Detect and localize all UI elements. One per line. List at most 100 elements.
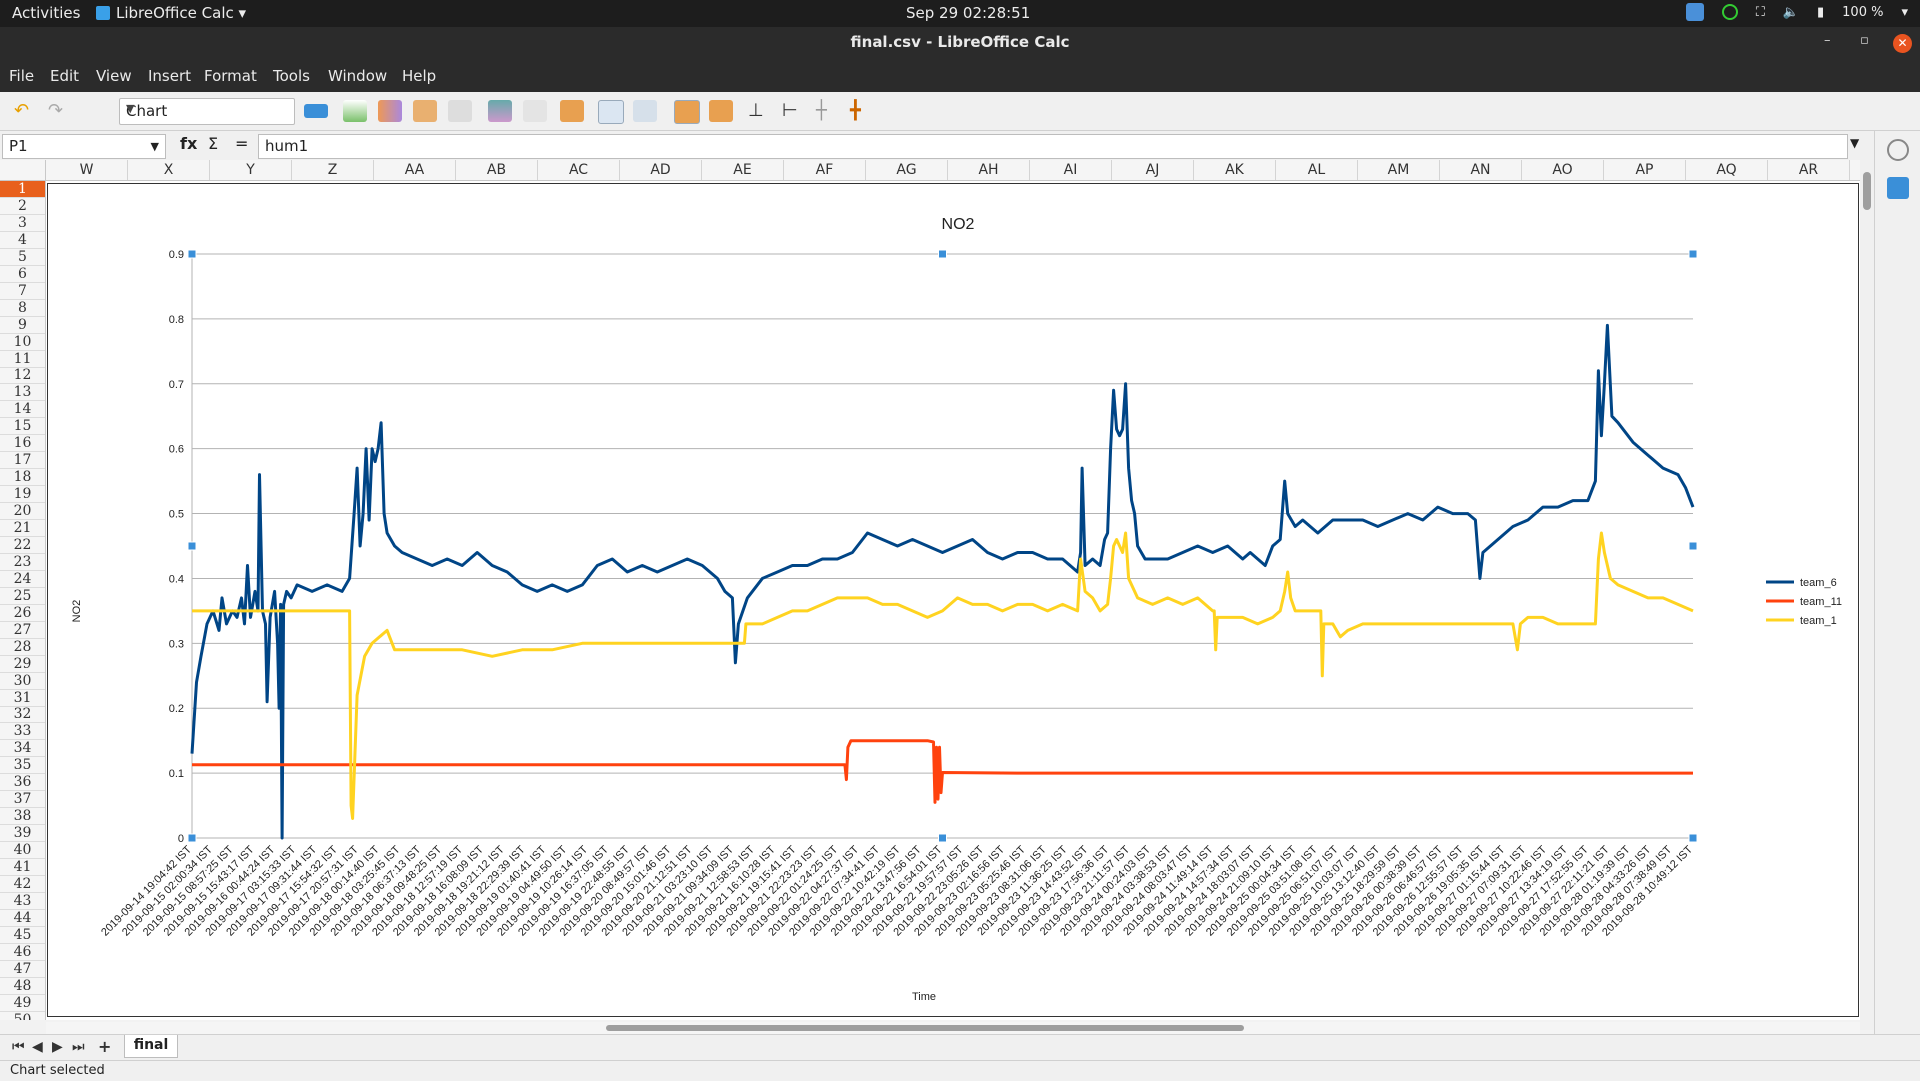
row-header-2[interactable]: 2	[0, 198, 45, 215]
column-header-am[interactable]: AM	[1358, 160, 1440, 180]
menu-tools[interactable]: Tools	[273, 67, 310, 85]
row-header-31[interactable]: 31	[0, 690, 45, 707]
network-icon[interactable]: ⛶	[1755, 4, 1765, 20]
row-header-16[interactable]: 16	[0, 435, 45, 453]
row-header-26[interactable]: 26	[0, 605, 45, 622]
x-axis-icon[interactable]: ⊢	[782, 100, 798, 121]
menu-file[interactable]: File	[9, 67, 35, 85]
update-icon[interactable]	[1685, 3, 1704, 21]
data-ranges-icon[interactable]	[413, 100, 437, 122]
previous-sheet-icon[interactable]: ◀	[32, 1039, 43, 1055]
column-header-y[interactable]: Y	[210, 160, 292, 180]
titles-icon[interactable]	[560, 100, 584, 122]
no2-line-chart[interactable]: NO2 NO2 Time 0 0.1 0.2 0.3 0.4 0.5 0.6 0.7 0.8 0.…	[48, 184, 1858, 1016]
row-header-4[interactable]: 4	[0, 232, 45, 249]
row-header-35[interactable]: 35	[0, 757, 45, 775]
row-header-28[interactable]: 28	[0, 639, 45, 656]
properties-icon[interactable]	[1887, 177, 1909, 199]
row-header-12[interactable]: 12	[0, 367, 45, 385]
row-header-27[interactable]: 27	[0, 622, 45, 639]
select-all-corner[interactable]	[0, 160, 46, 180]
menu-edit[interactable]: Edit	[50, 67, 80, 85]
maximize-button[interactable]: ▫	[1860, 33, 1869, 48]
row-header-30[interactable]: 30	[0, 673, 45, 690]
3d-view-icon[interactable]	[448, 100, 472, 122]
row-header-23[interactable]: 23	[0, 554, 45, 571]
column-header-aq[interactable]: AQ	[1686, 160, 1768, 180]
column-header-ad[interactable]: AD	[620, 160, 702, 180]
row-header-49[interactable]: 49	[0, 995, 45, 1012]
row-header-50[interactable]: 50	[0, 1012, 45, 1020]
menu-format[interactable]: Format	[204, 67, 257, 85]
column-header-aj[interactable]: AJ	[1112, 160, 1194, 180]
selection-handle[interactable]	[938, 249, 947, 259]
row-header-21[interactable]: 21	[0, 520, 45, 537]
menu-view[interactable]: View	[96, 67, 132, 85]
row-header-41[interactable]: 41	[0, 859, 45, 876]
formula-icon[interactable]: =	[235, 134, 249, 153]
chart-element-select[interactable]: Chart ▼	[119, 98, 295, 125]
row-header-15[interactable]: 15	[0, 418, 45, 436]
chart-area-icon[interactable]	[523, 100, 547, 122]
function-wizard-icon[interactable]: fx	[180, 134, 198, 153]
chart-title[interactable]: NO2	[942, 216, 975, 233]
row-header-14[interactable]: 14	[0, 401, 45, 419]
next-sheet-icon[interactable]: ▶	[52, 1039, 63, 1055]
selection-handle[interactable]	[1688, 541, 1698, 551]
volume-icon[interactable]: 🔈	[1782, 4, 1799, 20]
row-header-1[interactable]: 1	[0, 181, 45, 198]
column-header-ar[interactable]: AR	[1768, 160, 1850, 180]
horizontal-scrollbar[interactable]	[46, 1022, 1860, 1034]
column-header-aa[interactable]: AA	[374, 160, 456, 180]
chart-wall-icon[interactable]	[488, 100, 512, 122]
row-header-19[interactable]: 19	[0, 486, 45, 504]
row-header-25[interactable]: 25	[0, 588, 45, 605]
column-header-ac[interactable]: AC	[538, 160, 620, 180]
y-axis-icon[interactable]: ┼	[816, 100, 827, 121]
selection-handle[interactable]	[1688, 249, 1698, 259]
row-header-44[interactable]: 44	[0, 910, 45, 927]
column-header-ah[interactable]: AH	[948, 160, 1030, 180]
column-header-x[interactable]: X	[128, 160, 210, 180]
sum-icon[interactable]: Σ	[208, 134, 219, 153]
axes-icon[interactable]: ⊥	[748, 100, 764, 121]
battery-icon[interactable]: ▮	[1817, 4, 1825, 20]
row-header-46[interactable]: 46	[0, 944, 45, 961]
vertical-scrollbar[interactable]	[1860, 160, 1874, 1030]
app-menu-button[interactable]: LibreOffice Calc ▾	[96, 4, 246, 22]
clock[interactable]: Sep 29 02:28:51	[906, 4, 1031, 22]
row-header-17[interactable]: 17	[0, 452, 45, 470]
row-header-32[interactable]: 32	[0, 706, 45, 724]
chevron-down-icon[interactable]: ▾	[1901, 4, 1908, 20]
row-header-37[interactable]: 37	[0, 791, 45, 809]
selection-handle[interactable]	[1688, 833, 1698, 843]
sheet-grid[interactable]: NO2 NO2 Time 0 0.1 0.2 0.3 0.4 0.5 0.6 0.7 0.8 0.…	[46, 181, 1860, 1020]
minimize-button[interactable]: –	[1824, 33, 1831, 48]
add-sheet-icon[interactable]: +	[98, 1037, 112, 1056]
column-header-al[interactable]: AL	[1276, 160, 1358, 180]
column-header-z[interactable]: Z	[292, 160, 374, 180]
column-header-ao[interactable]: AO	[1522, 160, 1604, 180]
series-line-team-1[interactable]	[192, 531, 1694, 820]
menu-insert[interactable]: Insert	[148, 67, 192, 85]
last-sheet-icon[interactable]: ⏭	[72, 1039, 85, 1055]
row-header-34[interactable]: 34	[0, 740, 45, 758]
row-header-36[interactable]: 36	[0, 774, 45, 792]
column-header-ai[interactable]: AI	[1030, 160, 1112, 180]
row-header-3[interactable]: 3	[0, 215, 45, 232]
text-scale-icon[interactable]	[633, 100, 657, 122]
close-button[interactable]: ✕	[1893, 34, 1912, 53]
horizontal-scroll-thumb[interactable]	[606, 1025, 1244, 1031]
menu-window[interactable]: Window	[328, 67, 388, 85]
undo-icon[interactable]: ↶	[14, 100, 30, 121]
chat-icon[interactable]	[1721, 4, 1738, 20]
column-header-an[interactable]: AN	[1440, 160, 1522, 180]
column-header-ae[interactable]: AE	[702, 160, 784, 180]
row-header-20[interactable]: 20	[0, 503, 45, 521]
column-header-af[interactable]: AF	[784, 160, 866, 180]
selection-handle[interactable]	[187, 541, 197, 551]
row-header-42[interactable]: 42	[0, 876, 45, 893]
column-header-ab[interactable]: AB	[456, 160, 538, 180]
vertical-grids-icon[interactable]	[709, 100, 733, 122]
horizontal-grids-icon[interactable]	[674, 100, 700, 124]
